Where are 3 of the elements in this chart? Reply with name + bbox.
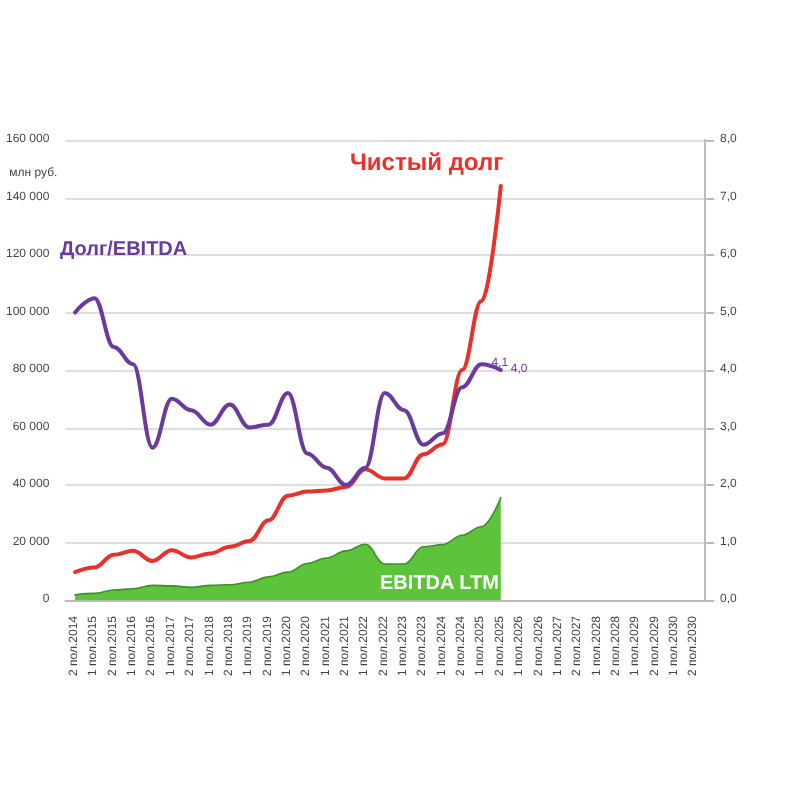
series-label: EBITDA LTM [380, 573, 499, 595]
text: Долг/EBITDA [60, 239, 188, 261]
series-label: Чистый долг [350, 148, 504, 176]
